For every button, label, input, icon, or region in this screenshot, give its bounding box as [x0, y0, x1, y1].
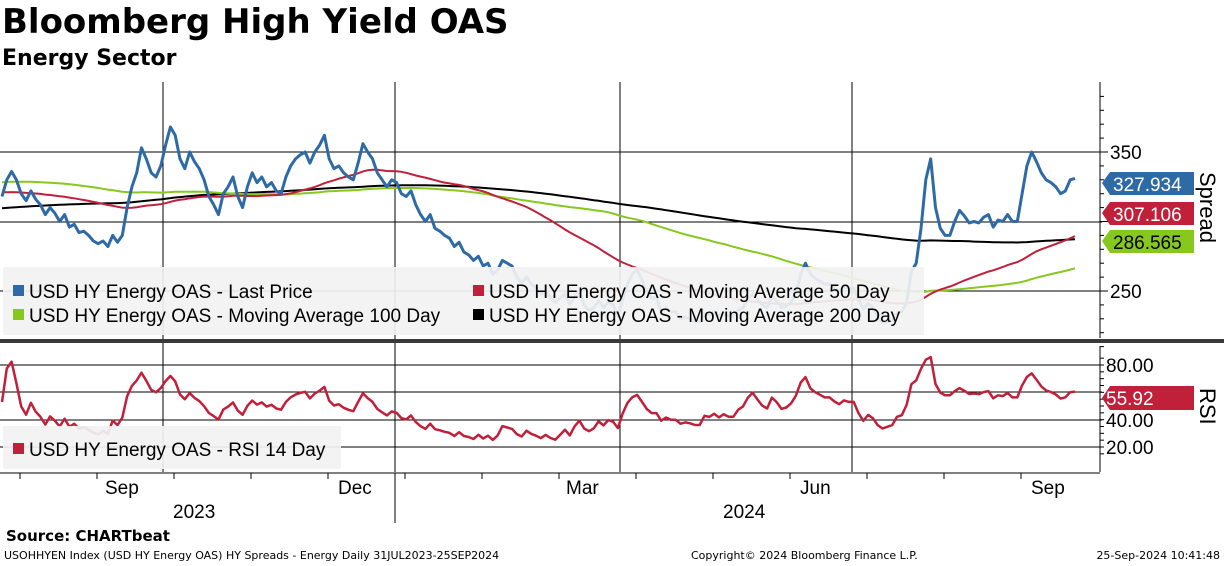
copyright-footer: Copyright© 2024 Bloomberg Finance L.P.	[691, 549, 918, 562]
x-tick-mar: Mar	[566, 478, 599, 499]
legend-swatch-last-price	[13, 285, 24, 296]
panel-separator	[0, 339, 1224, 343]
legend-swatch-rsi	[13, 443, 24, 454]
rsi-tick-40: 40.00	[1106, 411, 1154, 432]
tag-rsi-value: 55.92	[1106, 389, 1154, 410]
rsi-tick-20: 20.00	[1106, 438, 1154, 459]
year-label-2024: 2024	[723, 502, 766, 523]
upper-axis-label: Spread	[1195, 172, 1220, 243]
legend-swatch-ma50	[473, 285, 484, 296]
x-tick-sep-2024: Sep	[1031, 478, 1065, 499]
legend-label-ma100: USD HY Energy OAS - Moving Average 100 D…	[29, 306, 441, 327]
source-label: Source: CHARTbeat	[6, 527, 170, 545]
y-tick-250: 250	[1110, 282, 1142, 303]
legend-swatch-ma100	[13, 309, 24, 320]
tag-ma100-value: 286.565	[1113, 233, 1182, 254]
rsi-tick-80: 80.00	[1106, 356, 1154, 377]
tag-ma100: 286.565	[1102, 230, 1194, 254]
lower-legend: USD HY Energy OAS - RSI 14 Day	[3, 426, 341, 469]
year-label-2023: 2023	[173, 502, 215, 523]
tag-last-price: 327.934	[1102, 172, 1194, 196]
timestamp-footer: 25-Sep-2024 10:41:48	[1096, 549, 1220, 562]
lower-axis-label: RSI	[1195, 388, 1220, 425]
lower-plot-area	[0, 355, 1076, 442]
tag-ma50-value: 307.106	[1113, 205, 1182, 226]
legend-label-rsi: USD HY Energy OAS - RSI 14 Day	[29, 440, 326, 461]
series-line-ma200	[1, 184, 1076, 244]
legend-label-ma200: USD HY Energy OAS - Moving Average 200 D…	[489, 306, 901, 327]
tag-rsi: 55.92	[1102, 386, 1194, 410]
tag-last-price-value: 327.934	[1113, 175, 1182, 196]
ticker-footer: USOHHYEN Index (USD HY Energy OAS) HY Sp…	[4, 549, 500, 562]
tag-ma50: 307.106	[1102, 202, 1194, 226]
y-tick-350: 350	[1110, 143, 1142, 164]
chart-title: Bloomberg High Yield OAS	[2, 2, 509, 42]
series-line-rsi	[0, 355, 1076, 442]
legend-label-ma50: USD HY Energy OAS - Moving Average 50 Da…	[489, 282, 890, 303]
chart-subtitle: Energy Sector	[2, 46, 177, 71]
x-tick-jun: Jun	[800, 478, 831, 499]
legend-label-last-price: USD HY Energy OAS - Last Price	[29, 282, 313, 303]
x-tick-sep-2023: Sep	[105, 478, 139, 499]
upper-legend: USD HY Energy OAS - Last Price USD HY En…	[3, 267, 924, 335]
lower-legend-background	[3, 426, 341, 469]
legend-swatch-ma200	[473, 309, 484, 320]
upper-legend-background	[3, 267, 924, 335]
axes	[0, 82, 1224, 523]
x-tick-dec: Dec	[338, 478, 372, 499]
